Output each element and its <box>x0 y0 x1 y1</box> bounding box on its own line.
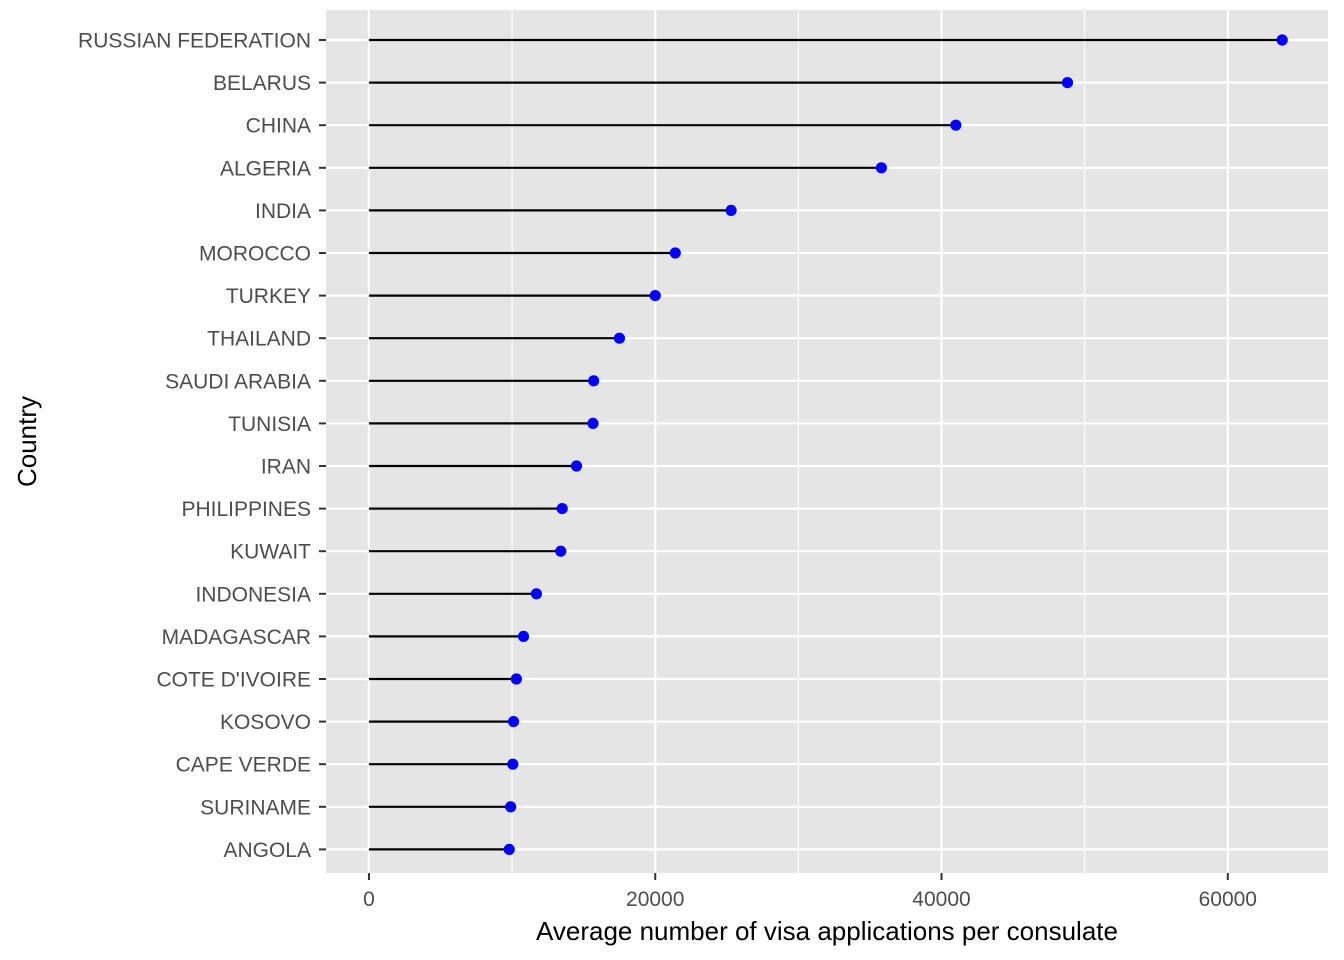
plot-panel <box>326 10 1328 873</box>
lollipop-point <box>570 460 583 472</box>
y-tick-label: ANGOLA <box>223 839 311 862</box>
lollipop-point <box>507 716 520 728</box>
y-tick-label: TURKEY <box>226 285 311 308</box>
lollipop-point <box>875 162 887 174</box>
lollipop-point <box>503 843 515 856</box>
y-axis: RUSSIAN FEDERATION BELARUS CHINA ALGERIA IND… <box>78 30 326 862</box>
y-tick-label: INDONESIA <box>195 583 311 606</box>
lollipop-point <box>1061 77 1074 89</box>
y-tick-label: ALGERIA <box>220 157 311 180</box>
x-tick-label: 0 <box>363 888 375 911</box>
lollipop-point <box>507 758 519 770</box>
x-tick-label: 60000 <box>1199 888 1257 911</box>
y-tick-label: SAUDI ARABIA <box>165 370 311 393</box>
y-tick-label: BELARUS <box>213 72 311 95</box>
chart-marks <box>368 34 1288 856</box>
y-tick-label: CAPE VERDE <box>176 754 311 777</box>
lollipop-point <box>555 545 567 557</box>
y-tick-label: MOROCCO <box>199 243 311 266</box>
lollipop-point <box>950 119 962 131</box>
lollipop-point <box>587 417 599 429</box>
lollipop-point <box>556 503 568 515</box>
x-axis: 0 20000 40000 60000 <box>363 873 1257 911</box>
lollipop-point <box>1276 34 1288 46</box>
y-tick-label: CHINA <box>246 115 311 138</box>
y-tick-label: KUWAIT <box>230 541 311 564</box>
y-tick-label: TUNISIA <box>228 413 311 436</box>
y-tick-label: IRAN <box>261 456 311 479</box>
y-tick-label: INDIA <box>255 200 311 223</box>
lollipop-point <box>649 290 661 302</box>
lollipop-point <box>669 247 681 259</box>
y-tick-label: SURINAME <box>200 796 311 819</box>
y-tick-label: RUSSIAN FEDERATION <box>78 30 311 53</box>
x-axis-title: Average number of visa applications per … <box>536 916 1118 946</box>
x-tick-label: 40000 <box>912 888 970 911</box>
y-tick-label: THAILAND <box>207 328 311 351</box>
x-tick-label: 20000 <box>626 888 684 911</box>
lollipop-point <box>588 375 600 387</box>
lollipop-point <box>510 673 522 685</box>
lollipop-point <box>613 332 626 344</box>
y-tick-label: MADAGASCAR <box>162 626 311 649</box>
lollipop-point <box>725 204 737 216</box>
y-tick-label: KOSOVO <box>220 711 311 734</box>
lollipop-point <box>530 588 543 600</box>
y-tick-label: COTE D'IVOIRE <box>156 669 311 692</box>
lollipop-point <box>517 630 530 643</box>
y-tick-label: PHILIPPINES <box>181 498 311 521</box>
y-axis-title: Country <box>12 396 42 487</box>
lollipop-point <box>505 801 517 813</box>
